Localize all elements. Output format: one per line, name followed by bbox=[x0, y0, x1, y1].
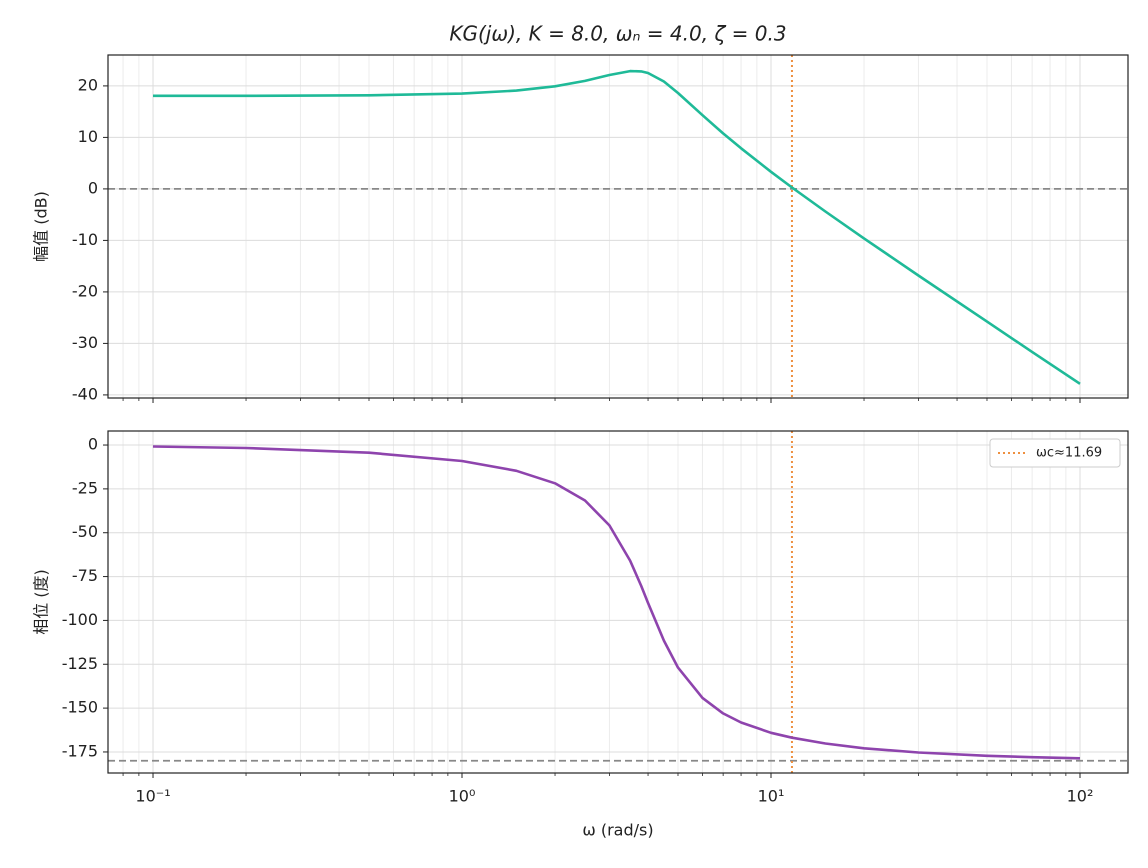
chart-title: KG(jω), K = 8.0, ωₙ = 4.0, ζ = 0.3 bbox=[449, 22, 786, 46]
y-axis-label: 幅值 (dB) bbox=[32, 191, 51, 262]
y-tick-label: 20 bbox=[78, 75, 98, 94]
x-tick-label: 10¹ bbox=[758, 787, 785, 806]
y-tick-label: 10 bbox=[78, 127, 98, 146]
y-tick-label: -100 bbox=[62, 610, 98, 629]
x-tick-label: 10⁰ bbox=[449, 787, 476, 806]
y-tick-label: -30 bbox=[72, 333, 98, 352]
x-tick-label: 10² bbox=[1067, 787, 1094, 806]
x-tick-label: 10⁻¹ bbox=[135, 787, 170, 806]
y-tick-label: -125 bbox=[62, 654, 98, 673]
y-tick-label: 0 bbox=[88, 178, 98, 197]
plot-frame bbox=[107, 430, 1129, 774]
y-tick-label: -25 bbox=[72, 478, 98, 497]
y-axis-label: 相位 (度) bbox=[32, 569, 51, 635]
x-axis-label: ω (rad/s) bbox=[582, 821, 653, 840]
y-tick-label: -20 bbox=[72, 281, 98, 300]
y-tick-label: -150 bbox=[62, 698, 98, 717]
legend-label: ωc≈11.69 bbox=[1036, 446, 1102, 461]
y-tick-label: -10 bbox=[72, 230, 98, 249]
y-tick-label: -175 bbox=[62, 741, 98, 760]
series-line bbox=[153, 69, 1081, 385]
y-tick-label: -75 bbox=[72, 566, 98, 585]
y-tick-label: -40 bbox=[72, 384, 98, 403]
y-tick-label: -50 bbox=[72, 522, 98, 541]
legend: ωc≈11.69 bbox=[989, 438, 1121, 468]
series-line bbox=[152, 445, 1081, 760]
legend-box bbox=[989, 438, 1121, 468]
plot-frame bbox=[107, 54, 1129, 399]
y-tick-label: 0 bbox=[88, 435, 98, 454]
